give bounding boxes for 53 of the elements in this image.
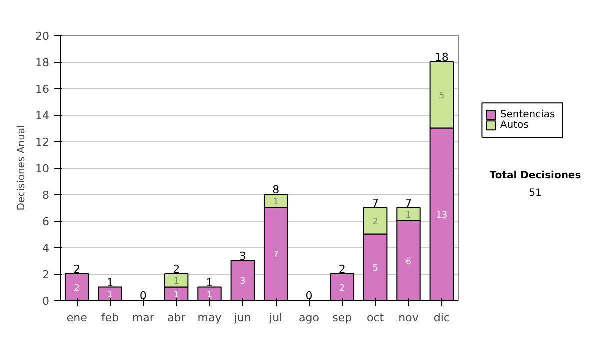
data-label: 2 <box>74 284 80 294</box>
total-label: 3 <box>239 250 246 263</box>
y-tick-label: 12 <box>36 136 50 149</box>
data-label: 1 <box>174 277 180 288</box>
data-label: 1 <box>406 210 412 221</box>
total-label: 18 <box>434 51 449 64</box>
data-label: 13 <box>436 210 448 221</box>
total-label: 1 <box>106 276 114 290</box>
total-label: 1 <box>206 276 214 290</box>
y-tick-label: 6 <box>42 216 50 228</box>
data-label: 1 <box>107 290 114 300</box>
data-label: 5 <box>439 92 445 102</box>
data-label: 3 <box>240 277 246 288</box>
data-label: 2 <box>340 284 346 294</box>
x-tick-label: oct <box>367 312 385 324</box>
x-tick-label: sep <box>332 312 352 324</box>
x-tick-label: abr <box>167 312 186 324</box>
x-tick-label: ago <box>299 312 320 324</box>
x-tick-label: feb <box>101 312 120 324</box>
total-label: 8 <box>272 184 280 196</box>
total-label: 7 <box>372 196 380 210</box>
y-tick-label: 8 <box>42 189 50 202</box>
data-label: 2 <box>372 218 378 228</box>
x-tick-label: mar <box>132 312 155 324</box>
total-label: 7 <box>405 196 412 210</box>
y-tick-label: 18 <box>36 56 50 70</box>
data-label: 5 <box>372 264 378 274</box>
data-label: 1 <box>273 198 279 208</box>
y-axis-title: Decisiones Anual <box>16 125 28 211</box>
y-tick-label: 10 <box>36 162 50 176</box>
data-label: 7 <box>273 250 279 261</box>
data-label: 1 <box>174 290 180 300</box>
text: Total Decisiones <box>490 170 582 182</box>
y-tick-label: 20 <box>36 30 50 43</box>
y-tick-label: 4 <box>42 242 50 255</box>
total-label: 2 <box>173 263 180 276</box>
y-tick-label: 14 <box>36 110 50 122</box>
x-tick-label: ene <box>66 312 88 324</box>
x-tick-label: nov <box>398 312 420 324</box>
y-tick-label: 0 <box>42 295 50 308</box>
data-label: 1 <box>206 290 213 300</box>
x-tick-label: dic <box>434 312 450 324</box>
x-tick-label: jul <box>268 312 283 324</box>
text: 51 <box>529 188 542 199</box>
legend-label: Autos <box>500 120 529 132</box>
x-tick-label: may <box>198 312 222 324</box>
x-tick-label: jun <box>233 312 252 324</box>
y-tick-label: 2 <box>42 268 50 282</box>
total-label: 2 <box>338 263 346 276</box>
y-tick-label: 16 <box>36 83 50 96</box>
data-label: 6 <box>406 257 412 268</box>
total-label: 2 <box>74 263 81 276</box>
legend-label: Sentencias <box>500 110 556 120</box>
